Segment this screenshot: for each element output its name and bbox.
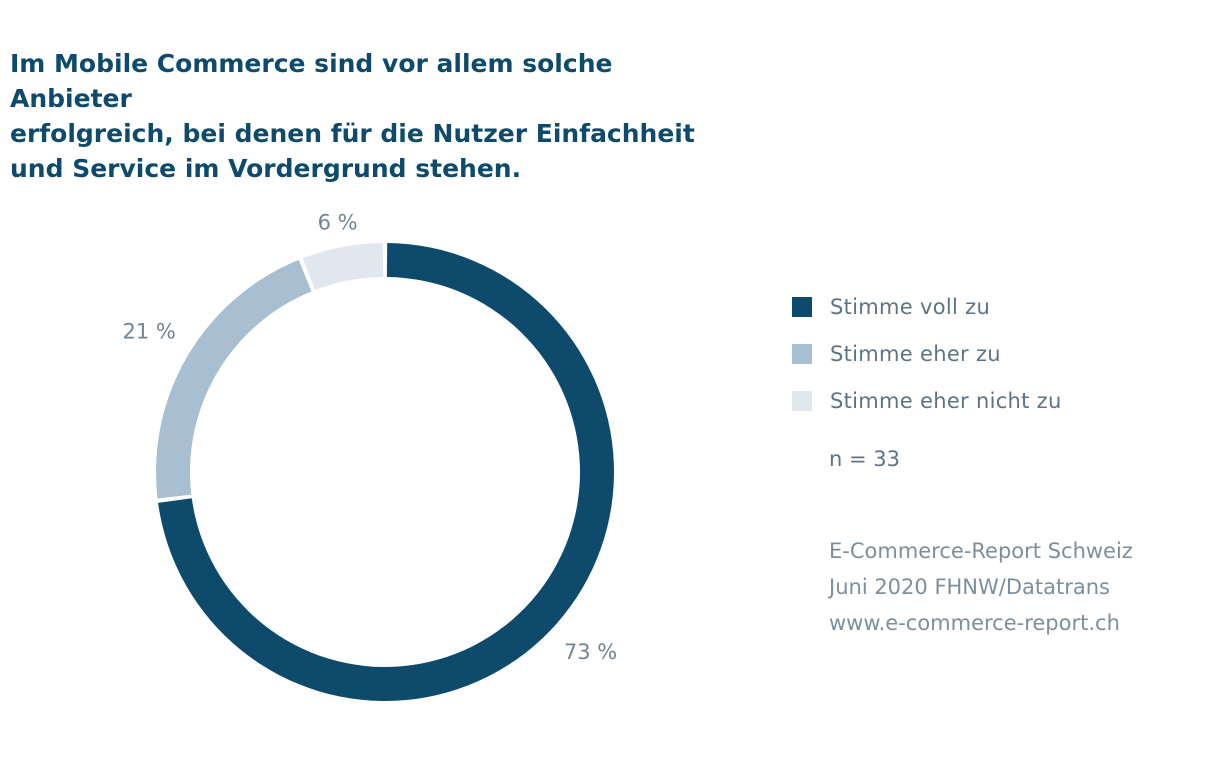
legend-label: Stimme voll zu (830, 294, 991, 319)
source-line: E-Commerce-Report Schweiz (829, 539, 1133, 563)
legend-item-stimme-eher-nicht-zu: Stimme eher nicht zu (792, 377, 1062, 424)
legend-item-stimme-eher-zu: Stimme eher zu (792, 330, 1062, 377)
donut-slice-stimme-eher-nicht-zu (302, 243, 384, 291)
donut-slices (156, 243, 614, 701)
legend-swatch (792, 343, 812, 364)
source-credit: E-Commerce-Report Schweiz Juni 2020 FHNW… (829, 533, 1133, 641)
legend: Stimme voll zu Stimme eher zu Stimme ehe… (792, 283, 1062, 424)
legend-label: Stimme eher nicht zu (830, 388, 1062, 413)
title-line: und Service im Vordergrund stehen. (10, 154, 522, 183)
donut-slice-labels: 73 % 21 % 6 % (122, 210, 617, 664)
legend-swatch (792, 390, 812, 411)
chart-title: Im Mobile Commerce sind vor allem solche… (10, 46, 730, 186)
slice-label-stimme-eher-zu: 21 % (122, 320, 175, 344)
legend-label: Stimme eher zu (830, 341, 1001, 366)
source-line: Juni 2020 FHNW/Datatrans (829, 575, 1110, 599)
donut-slice-stimme-eher-zu (156, 259, 312, 499)
source-line: www.e-commerce-report.ch (829, 611, 1120, 635)
slice-label-stimme-voll-zu: 73 % (564, 640, 617, 664)
legend-item-stimme-voll-zu: Stimme voll zu (792, 283, 1062, 330)
slice-label-stimme-eher-nicht-zu: 6 % (318, 210, 358, 234)
title-line: erfolgreich, bei denen für die Nutzer Ei… (10, 119, 695, 148)
sample-size-note: n = 33 (829, 447, 900, 471)
title-line: Im Mobile Commerce sind vor allem solche… (10, 49, 613, 113)
legend-swatch (792, 296, 812, 317)
